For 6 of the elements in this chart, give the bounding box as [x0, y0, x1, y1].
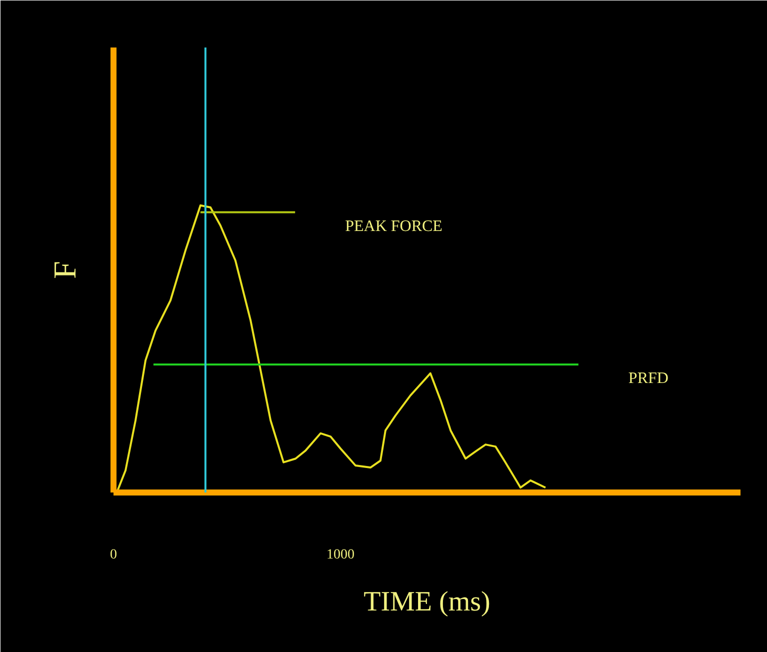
x-tick-label: 0: [110, 548, 117, 562]
annotation: PRFD: [628, 370, 668, 387]
x-tick-label: 1000: [326, 548, 355, 562]
x-axis-title: TIME (ms): [364, 586, 490, 618]
annotation: PEAK FORCE: [345, 218, 442, 235]
y-axis-title: F: [46, 261, 82, 279]
